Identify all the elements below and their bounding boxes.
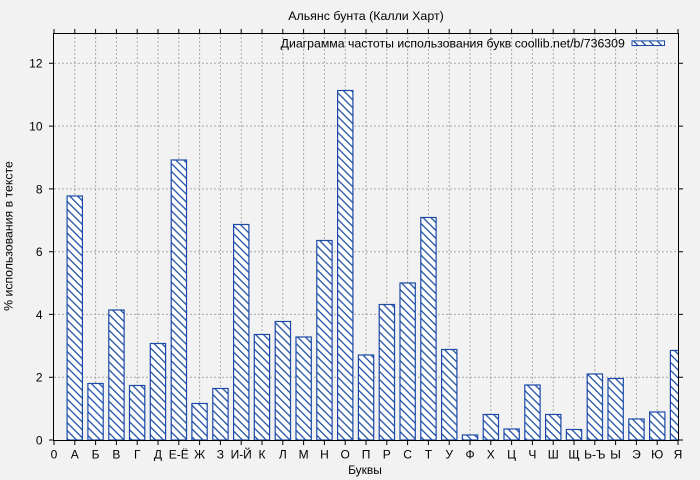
svg-text:Г: Г (134, 448, 141, 462)
svg-text:0: 0 (51, 448, 58, 462)
svg-text:Е-Ё: Е-Ё (169, 448, 189, 462)
svg-text:Р: Р (383, 448, 391, 462)
svg-text:В: В (112, 448, 120, 462)
svg-text:2: 2 (36, 371, 43, 385)
svg-text:Буквы: Буквы (348, 463, 382, 477)
svg-text:И-Й: И-Й (231, 447, 252, 462)
svg-text:К: К (259, 448, 266, 462)
svg-text:М: М (299, 448, 309, 462)
svg-text:Э: Э (632, 448, 641, 462)
svg-text:Диаграмма частоты использовани: Диаграмма частоты использования букв coo… (281, 37, 625, 51)
svg-text:Ю: Ю (651, 448, 663, 462)
svg-text:10: 10 (29, 120, 43, 134)
svg-text:Ь-Ъ: Ь-Ъ (584, 448, 605, 462)
svg-text:Альянс бунта (Калли Харт): Альянс бунта (Калли Харт) (288, 9, 444, 23)
svg-text:6: 6 (36, 245, 43, 259)
svg-text:Ф: Ф (465, 448, 474, 462)
svg-text:З: З (217, 448, 224, 462)
svg-text:Щ: Щ (568, 448, 579, 462)
svg-text:О: О (341, 448, 350, 462)
svg-text:Ч: Ч (528, 448, 536, 462)
svg-text:У: У (445, 448, 453, 462)
svg-text:Ы: Ы (610, 448, 621, 462)
svg-text:Н: Н (320, 448, 329, 462)
svg-text:% использования в тексте: % использования в тексте (2, 161, 16, 311)
svg-text:С: С (403, 448, 412, 462)
svg-text:Х: Х (487, 448, 495, 462)
svg-text:8: 8 (36, 182, 43, 196)
svg-text:Ж: Ж (194, 448, 205, 462)
svg-text:Л: Л (279, 448, 287, 462)
svg-text:Д: Д (154, 448, 162, 462)
svg-text:А: А (71, 448, 79, 462)
svg-text:П: П (362, 448, 371, 462)
svg-text:12: 12 (29, 57, 43, 71)
svg-text:Я: Я (674, 448, 683, 462)
svg-text:Ц: Ц (507, 448, 516, 462)
svg-text:Б: Б (92, 448, 100, 462)
svg-text:Т: Т (425, 448, 433, 462)
svg-text:4: 4 (36, 308, 43, 322)
svg-text:0: 0 (36, 433, 43, 447)
svg-text:Ш: Ш (548, 448, 559, 462)
